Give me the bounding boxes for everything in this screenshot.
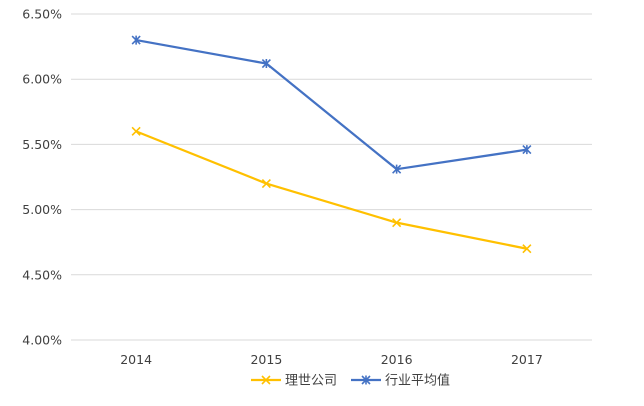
star-marker	[522, 145, 532, 155]
y-tick-label: 6.50%	[22, 7, 62, 22]
x-marker	[261, 375, 271, 385]
legend: 理世公司 行业平均值	[250, 373, 450, 389]
x-axis-tick-labels: 2014 2015 2016 2017	[120, 352, 543, 367]
star-marker	[392, 164, 402, 174]
legend-item-1: 理世公司	[250, 374, 337, 389]
legend-item-2: 行业平均值	[351, 373, 450, 389]
x-marker	[392, 218, 402, 228]
y-axis-tick-labels: 4.00% 4.50% 5.00% 5.50% 6.00% 6.50%	[22, 7, 62, 348]
x-tick-label: 2017	[511, 352, 543, 367]
series-line	[135, 38, 528, 171]
star-marker	[361, 375, 371, 385]
series-1	[131, 126, 532, 254]
y-tick-label: 4.00%	[22, 333, 62, 348]
star-marker	[131, 35, 141, 45]
y-tick-label: 5.50%	[22, 137, 62, 152]
series-line	[135, 130, 528, 250]
x-marker	[522, 244, 532, 254]
y-tick-label: 6.00%	[22, 72, 62, 87]
y-tick-label: 5.00%	[22, 202, 62, 217]
y-tick-label: 4.50%	[22, 267, 62, 282]
legend-label: 行业平均值	[385, 373, 450, 389]
series-2	[131, 35, 532, 174]
x-marker	[131, 126, 141, 136]
x-tick-label: 2015	[250, 352, 282, 367]
legend-label: 理世公司	[285, 374, 337, 389]
x-tick-label: 2016	[381, 352, 413, 367]
star-marker	[261, 58, 271, 69]
gridlines	[71, 13, 592, 341]
x-marker	[261, 178, 271, 189]
x-tick-label: 2014	[120, 352, 152, 367]
series-lines	[131, 35, 532, 254]
